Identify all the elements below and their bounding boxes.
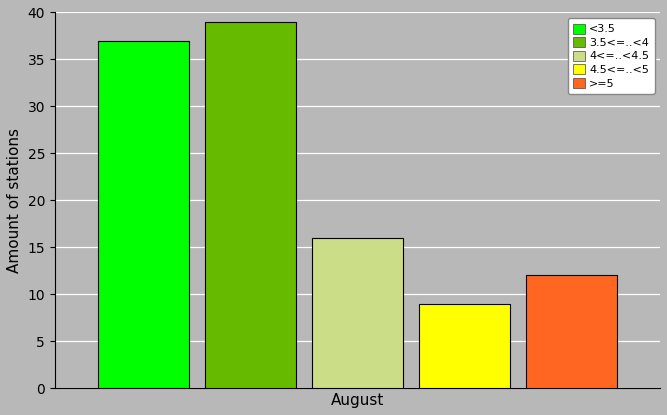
Bar: [205, 22, 296, 388]
Bar: [526, 276, 617, 388]
Bar: [312, 238, 403, 388]
Legend: <3.5, 3.5<=..<4, 4<=..<4.5, 4.5<=..<5, >=5: <3.5, 3.5<=..<4, 4<=..<4.5, 4.5<=..<5, >…: [568, 18, 654, 94]
Y-axis label: Amount of stations: Amount of stations: [7, 128, 22, 273]
Bar: [97, 41, 189, 388]
Bar: [419, 304, 510, 388]
